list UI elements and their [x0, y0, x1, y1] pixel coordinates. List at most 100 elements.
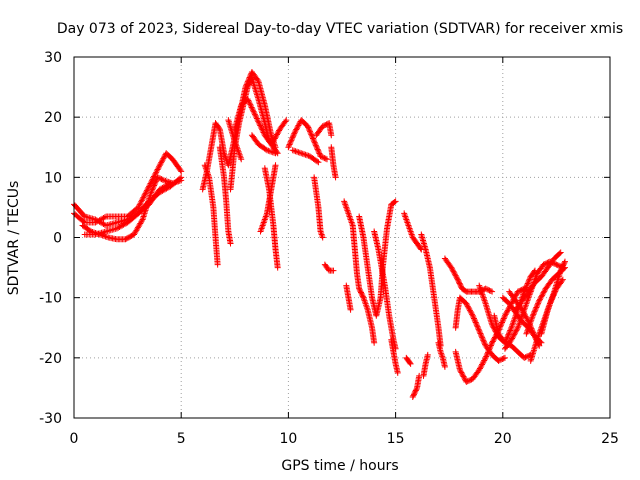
data-point — [289, 134, 296, 141]
data-point — [490, 337, 497, 344]
data-point — [531, 268, 538, 275]
data-point — [244, 96, 251, 103]
data-point — [394, 369, 401, 376]
data-point — [102, 233, 109, 240]
data-point — [481, 357, 488, 364]
data-point — [412, 387, 419, 394]
data-point — [227, 240, 234, 247]
data-point — [312, 140, 319, 147]
data-point — [318, 231, 325, 238]
data-point — [503, 337, 510, 344]
x-axis-label: GPS time / hours — [281, 458, 398, 474]
data-point — [486, 346, 493, 353]
data-point — [308, 132, 315, 139]
data-point — [357, 288, 364, 295]
data-point — [500, 316, 507, 323]
data-point — [254, 76, 261, 83]
data-point — [256, 121, 263, 128]
data-point — [305, 152, 312, 159]
chart-title: Day 073 of 2023, Sidereal Day-to-day VTE… — [57, 21, 623, 37]
data-point — [291, 129, 298, 136]
data-point — [481, 340, 488, 347]
data-point — [317, 153, 324, 160]
data-point — [500, 315, 507, 322]
data-point — [315, 149, 322, 156]
data-point — [308, 131, 315, 138]
data-point — [138, 217, 145, 224]
data-point — [460, 373, 467, 380]
data-point — [553, 261, 560, 268]
data-point — [525, 277, 532, 284]
data-point — [263, 147, 270, 154]
data-point — [472, 319, 479, 326]
data-point — [282, 118, 289, 125]
data-point — [166, 181, 173, 188]
data-point — [285, 142, 292, 149]
data-point — [529, 312, 536, 319]
data-point — [135, 204, 142, 211]
data-point — [504, 332, 511, 339]
data-point — [483, 286, 490, 293]
data-point — [464, 378, 471, 385]
data-point — [371, 339, 378, 346]
data-point — [245, 98, 252, 105]
data-point — [292, 148, 299, 155]
data-point — [502, 311, 509, 318]
data-point — [101, 214, 108, 221]
data-point — [485, 347, 492, 354]
data-point — [487, 342, 494, 349]
data-point — [347, 306, 354, 313]
data-point — [473, 322, 480, 329]
data-point — [154, 166, 161, 173]
data-point — [498, 356, 505, 363]
data-point — [514, 326, 521, 333]
data-point — [290, 131, 297, 138]
data-point — [449, 267, 456, 274]
data-point — [103, 233, 110, 240]
data-point — [476, 366, 483, 373]
data-point — [146, 181, 153, 188]
data-point — [489, 339, 496, 346]
data-point — [536, 297, 543, 304]
data-point — [459, 370, 466, 377]
data-point — [272, 134, 279, 141]
data-point — [154, 174, 161, 181]
data-point — [501, 312, 508, 319]
data-point — [541, 288, 548, 295]
data-point — [461, 374, 468, 381]
data-point — [499, 318, 506, 325]
data-point — [293, 125, 300, 132]
data-point — [486, 345, 493, 352]
data-point — [532, 307, 539, 314]
axis-ticks: 0 5 10 15 20 25 -30 -20 -10 0 10 20 30 — [39, 50, 619, 447]
data-point — [178, 177, 185, 184]
data-point — [540, 261, 547, 268]
data-point — [238, 156, 245, 163]
data-point — [480, 337, 487, 344]
data-point — [255, 119, 262, 126]
data-point — [143, 188, 150, 195]
data-point — [468, 310, 475, 317]
data-point — [356, 285, 363, 292]
data-point — [505, 331, 512, 338]
data-point — [479, 334, 486, 341]
data-point — [177, 167, 184, 174]
data-point — [530, 311, 537, 318]
data-point — [255, 118, 262, 125]
data-point — [271, 135, 278, 142]
data-point — [145, 184, 152, 191]
data-point — [456, 279, 463, 286]
data-point — [522, 354, 529, 361]
data-point — [319, 123, 326, 130]
data-point — [152, 170, 159, 177]
grid-lines — [74, 57, 610, 418]
data-point — [259, 128, 266, 135]
data-point — [465, 377, 472, 384]
data-point — [482, 285, 489, 292]
data-point — [159, 176, 166, 183]
data-point — [249, 107, 256, 114]
data-point — [466, 306, 473, 313]
data-point — [304, 123, 311, 130]
data-point — [477, 331, 484, 338]
data-point — [149, 176, 156, 183]
